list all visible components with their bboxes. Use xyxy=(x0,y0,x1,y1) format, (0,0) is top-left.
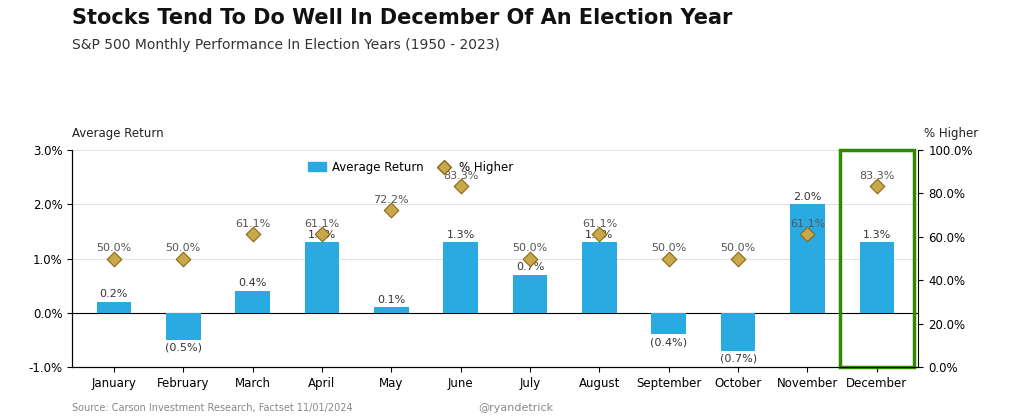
Text: 2.0%: 2.0% xyxy=(794,192,821,202)
Text: 61.1%: 61.1% xyxy=(304,219,340,229)
Point xyxy=(799,231,815,238)
Point xyxy=(522,255,539,262)
Point xyxy=(452,183,469,190)
Text: 61.1%: 61.1% xyxy=(789,219,826,229)
Text: 61.1%: 61.1% xyxy=(582,219,617,229)
Text: (0.5%): (0.5%) xyxy=(165,343,201,352)
Text: 50.0%: 50.0% xyxy=(651,243,686,253)
Point xyxy=(660,255,677,262)
Point xyxy=(383,207,399,214)
Point xyxy=(869,183,885,190)
Bar xyxy=(166,313,200,340)
Text: 1.3%: 1.3% xyxy=(308,230,336,239)
Text: 83.3%: 83.3% xyxy=(860,171,895,181)
Legend: Average Return, % Higher: Average Return, % Higher xyxy=(303,156,518,178)
Point xyxy=(591,231,608,238)
Text: 0.1%: 0.1% xyxy=(377,295,406,304)
Point xyxy=(105,255,122,262)
Text: Average Return: Average Return xyxy=(72,127,164,140)
Text: 83.3%: 83.3% xyxy=(443,171,479,181)
Bar xyxy=(720,313,755,351)
Bar xyxy=(97,302,131,313)
Text: (0.4%): (0.4%) xyxy=(650,337,687,347)
Text: 61.1%: 61.1% xyxy=(235,219,270,229)
Text: 1.3%: 1.3% xyxy=(447,230,475,239)
Text: 1.3%: 1.3% xyxy=(863,230,891,239)
Point xyxy=(314,231,330,238)
Bar xyxy=(304,242,340,313)
Text: 50.0%: 50.0% xyxy=(96,243,131,253)
Bar xyxy=(860,242,894,313)
Bar xyxy=(651,313,686,334)
Text: Stocks Tend To Do Well In December Of An Election Year: Stocks Tend To Do Well In December Of An… xyxy=(72,8,733,28)
Text: 50.0%: 50.0% xyxy=(513,243,548,253)
Bar xyxy=(444,242,478,313)
Text: 0.2%: 0.2% xyxy=(100,289,128,299)
Point xyxy=(175,255,192,262)
Text: Source: Carson Investment Research, Factset 11/01/2024: Source: Carson Investment Research, Fact… xyxy=(72,403,353,413)
Text: 50.0%: 50.0% xyxy=(165,243,201,253)
Point xyxy=(245,231,261,238)
Point xyxy=(730,255,746,262)
Bar xyxy=(513,275,547,313)
Bar xyxy=(582,242,617,313)
Text: S&P 500 Monthly Performance In Election Years (1950 - 2023): S&P 500 Monthly Performance In Election … xyxy=(72,38,501,52)
Text: 0.7%: 0.7% xyxy=(516,262,544,272)
Text: 0.4%: 0.4% xyxy=(238,279,267,289)
Text: 1.3%: 1.3% xyxy=(585,230,614,239)
Bar xyxy=(374,307,409,313)
Text: % Higher: % Higher xyxy=(924,127,978,140)
Text: @ryandetrick: @ryandetrick xyxy=(479,403,553,413)
Text: (0.7%): (0.7%) xyxy=(719,354,756,363)
Bar xyxy=(235,291,270,313)
Text: 72.2%: 72.2% xyxy=(374,195,409,205)
Text: 50.0%: 50.0% xyxy=(720,243,755,253)
Bar xyxy=(791,204,825,313)
